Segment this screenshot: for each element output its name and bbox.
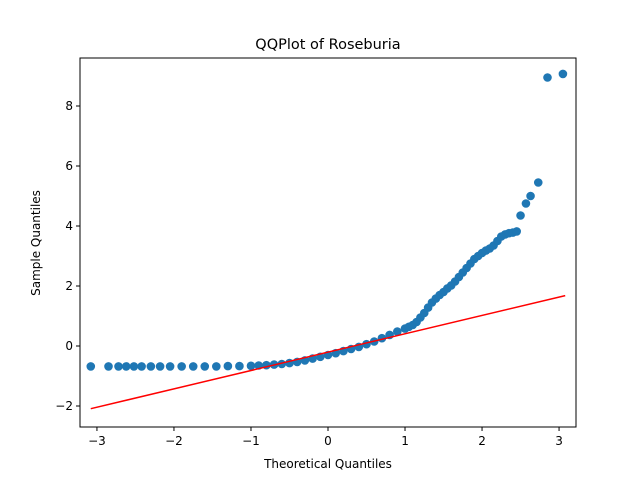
data-point <box>223 361 233 371</box>
data-point <box>165 362 175 371</box>
x-tick-label: −2 <box>165 434 183 448</box>
x-tick-label: 3 <box>555 434 563 448</box>
data-point <box>512 227 521 236</box>
x-tick-label: −3 <box>88 434 106 448</box>
y-tick-label: 4 <box>65 219 73 233</box>
x-tick-label: 2 <box>478 434 486 448</box>
data-point <box>235 361 244 371</box>
y-tick-label: 6 <box>65 159 73 173</box>
data-point <box>155 362 165 371</box>
x-tick-label: 0 <box>324 434 332 448</box>
y-tick-label: −2 <box>55 399 73 413</box>
data-point <box>393 327 402 336</box>
data-point <box>200 362 210 371</box>
data-point <box>212 362 221 371</box>
x-tick-label: −1 <box>242 434 260 448</box>
y-tick-label: 8 <box>65 99 73 113</box>
data-point <box>533 178 543 187</box>
data-point <box>121 362 131 371</box>
y-tick-label: 0 <box>65 339 73 353</box>
y-axis-label: Sample Quantiles <box>29 190 43 296</box>
y-tick-label: 2 <box>65 279 73 293</box>
data-point <box>188 362 198 371</box>
chart-title: QQPlot of Roseburia <box>255 37 400 53</box>
plot-area <box>86 69 568 410</box>
x-tick-label: 1 <box>401 434 409 448</box>
x-axis-label: Theoretical Quantiles <box>263 457 392 471</box>
data-point <box>177 362 186 371</box>
data-point <box>104 362 113 371</box>
data-point <box>86 362 96 371</box>
data-point <box>137 362 146 371</box>
data-point <box>114 362 123 371</box>
data-point <box>521 199 531 208</box>
reference-line <box>90 294 566 410</box>
data-point <box>246 361 256 371</box>
axes: −3 −2 −1 0 1 2 3 −2 0 2 4 6 8 <box>55 57 577 448</box>
data-point <box>526 191 535 201</box>
data-point <box>543 73 552 82</box>
data-point <box>558 69 568 79</box>
data-point <box>277 359 287 369</box>
data-point <box>129 362 139 371</box>
data-point <box>146 362 156 371</box>
data-point <box>516 211 525 220</box>
